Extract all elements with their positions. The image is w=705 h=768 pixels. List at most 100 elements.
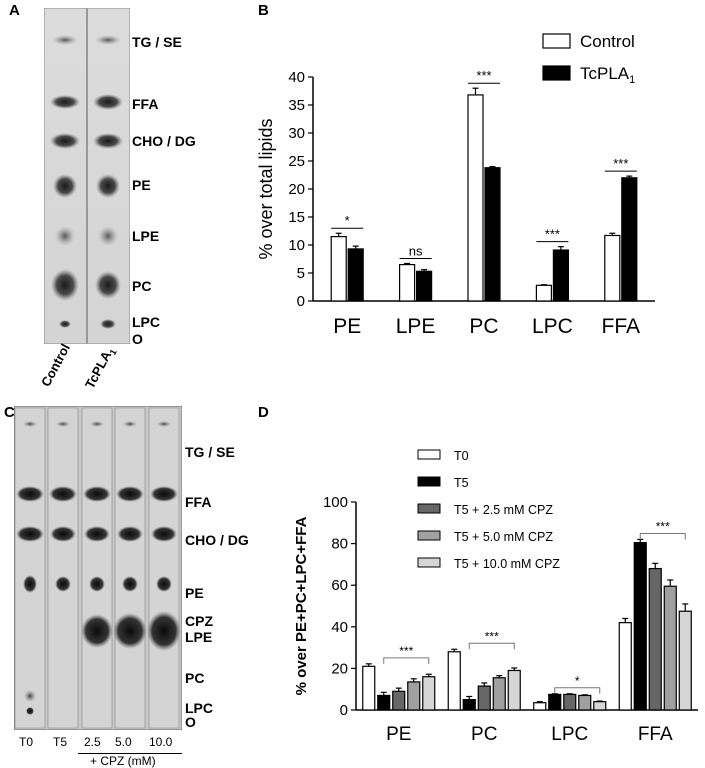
bar	[678, 610, 692, 711]
x-category-label: LPC	[551, 724, 588, 745]
tlc-lane	[14, 407, 46, 729]
y-axis-label: % over total lipids	[256, 118, 276, 259]
tlc-spot	[26, 707, 34, 715]
legend-label: T5	[454, 476, 469, 490]
bar	[392, 690, 406, 711]
legend-swatch	[542, 65, 571, 81]
x-category-label: FFA	[602, 315, 641, 338]
bar	[535, 284, 552, 302]
y-tick-label: 10	[288, 237, 305, 254]
legend-swatch	[417, 557, 441, 568]
significance-bracket	[468, 642, 515, 650]
cpz-footer: + CPZ (mM)	[90, 754, 156, 768]
lane-label-c: T5	[53, 735, 68, 749]
chart-b: 0 5 10 15 20 25 30 35 40 % over total lipids PE * LP…	[256, 32, 655, 338]
band-label-a: LPE	[132, 228, 160, 244]
x-category-label: PC	[469, 315, 498, 338]
bar	[347, 248, 364, 302]
bar	[548, 693, 562, 711]
bar	[407, 681, 421, 711]
x-category-label: FFA	[638, 724, 673, 745]
band-label-c: LPE	[185, 629, 213, 645]
bar	[492, 677, 506, 711]
tlc-spot	[123, 421, 137, 427]
significance-bracket	[383, 657, 430, 664]
tlc-spot	[23, 575, 37, 593]
y-tick-label: 25	[288, 153, 305, 170]
band-label-a: TG / SE	[132, 34, 182, 50]
significance-label: ns	[409, 243, 423, 258]
band-label-c: FFA	[185, 494, 212, 510]
y-tick-label: 15	[288, 209, 305, 226]
bar	[648, 567, 662, 711]
tlc-spot	[56, 421, 70, 427]
bar	[447, 651, 461, 711]
panel-letter-b: B	[258, 2, 269, 19]
significance-label: ***	[485, 629, 499, 643]
tlc-spot	[84, 526, 110, 542]
bar	[563, 693, 577, 711]
y-tick-label: 40	[331, 619, 348, 636]
legend-label: T5 + 2.5 mM CPZ	[454, 503, 553, 517]
tlc-spot	[116, 486, 144, 502]
significance-bracket	[554, 687, 601, 694]
lane-label-tcpla: TcPLA1	[82, 344, 119, 392]
significance-label: *	[575, 674, 580, 688]
bar	[618, 622, 632, 711]
legend-label: Control	[580, 32, 635, 51]
y-tick-label: 100	[323, 494, 348, 511]
tlc-lane	[81, 407, 113, 729]
tlc-spot	[117, 526, 143, 542]
chart-d: 0 20 40 60 80 100 % over PE+PC+LPC+FFA PE *** PC *…	[293, 449, 698, 745]
y-tick-label: 35	[288, 97, 305, 114]
tlc-spot	[16, 486, 44, 502]
tlc-spot	[49, 486, 77, 502]
bar	[362, 665, 376, 711]
legend-swatch	[417, 503, 441, 514]
bar	[604, 234, 621, 302]
bar	[578, 694, 592, 711]
tlc-lane	[148, 407, 180, 729]
tlc-spot	[156, 576, 172, 592]
bar	[477, 685, 491, 711]
lane-label-tcpla-text: TcPLA	[82, 348, 115, 392]
legend-label-sub: 1	[629, 74, 635, 86]
tlc-spot	[55, 576, 71, 592]
bar	[633, 541, 647, 711]
tlc-plate-a	[44, 8, 130, 344]
legend-swatch	[417, 530, 441, 541]
tlc-spot	[122, 576, 138, 592]
tlc-spot	[147, 611, 181, 651]
lane-label-c: 5.0	[115, 735, 132, 749]
significance-bracket	[639, 532, 686, 540]
y-tick-label: 0	[297, 293, 305, 310]
bar	[533, 702, 547, 711]
y-tick-label: 20	[288, 181, 305, 198]
y-tick-label: 20	[331, 660, 348, 677]
band-label-a: LPC	[132, 314, 160, 330]
band-label-a: O	[132, 331, 143, 347]
panel-letter-a: A	[9, 2, 20, 19]
legend-swatch	[542, 33, 571, 49]
y-axis-label: % over PE+PC+LPC+FFA	[293, 516, 310, 695]
band-label-a: FFA	[132, 96, 159, 112]
bar	[593, 701, 607, 711]
y-tick-label: 5	[297, 265, 305, 282]
significance-label: ***	[476, 68, 491, 83]
band-label-a: PC	[132, 278, 152, 294]
tlc-spot	[89, 576, 105, 592]
legend-label: TcPLA1	[580, 64, 635, 86]
band-label-c: LPC	[185, 700, 213, 716]
tlc-plate-c	[14, 406, 182, 730]
y-tick-label: 80	[331, 536, 348, 553]
lane-label-c: 10.0	[149, 735, 173, 749]
significance-label: *	[345, 213, 350, 228]
band-label-c: O	[185, 714, 196, 730]
bar	[399, 264, 416, 302]
y-tick-label: 40	[288, 69, 305, 86]
cpz-underline	[78, 753, 182, 754]
bar	[552, 249, 569, 302]
legend-swatch	[417, 476, 441, 487]
significance-label: ***	[613, 156, 628, 171]
tlc-spot	[151, 526, 177, 542]
